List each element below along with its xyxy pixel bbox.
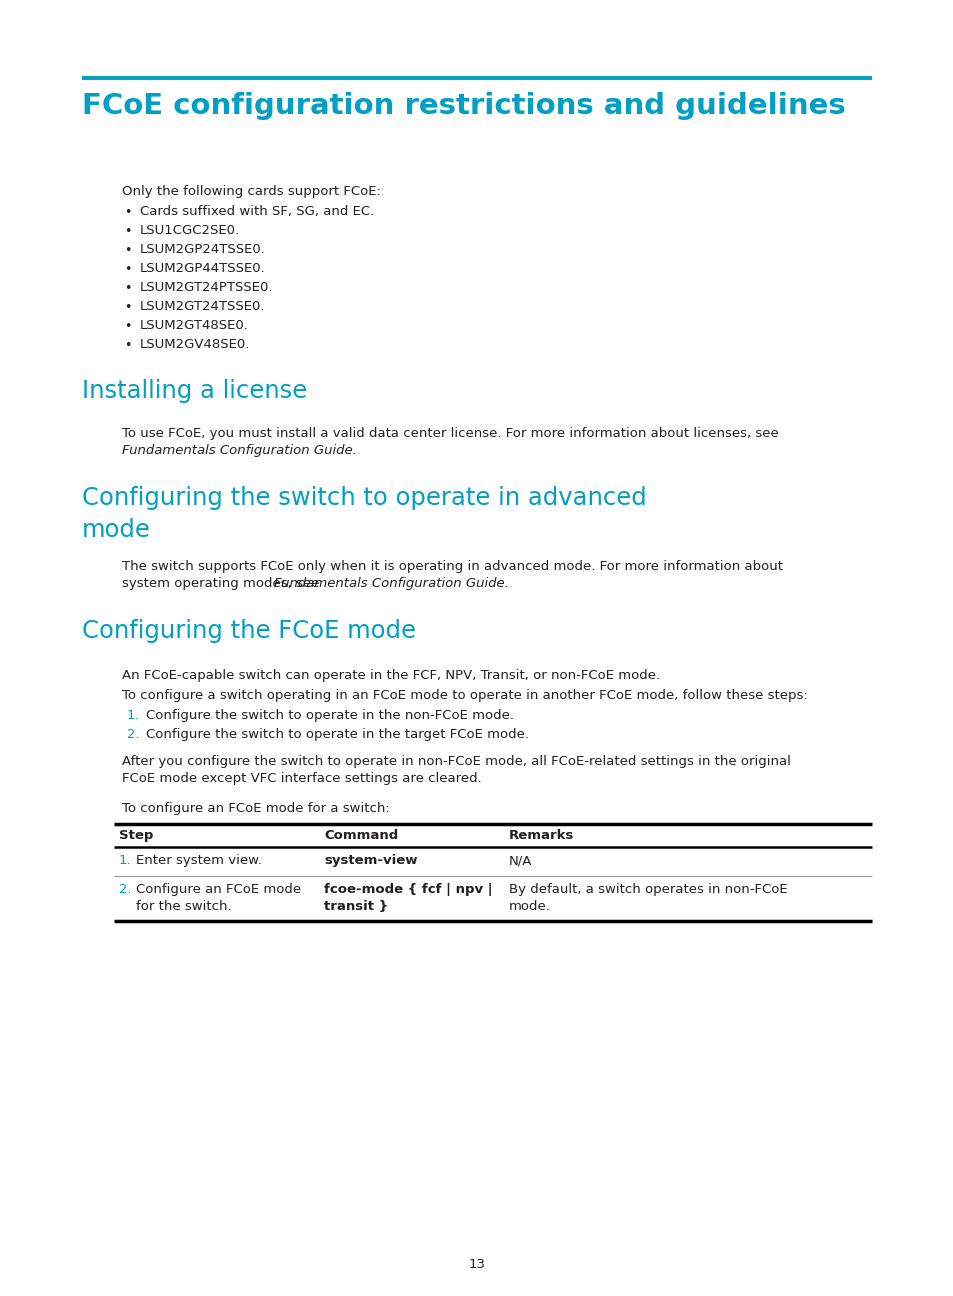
Text: To use FCoE, you must install a valid data center license. For more information : To use FCoE, you must install a valid da… [122, 426, 778, 441]
Text: By default, a switch operates in non-FCoE: By default, a switch operates in non-FCo… [509, 883, 787, 896]
Text: 13: 13 [468, 1258, 485, 1271]
Text: LSUM2GT24TSSE0.: LSUM2GT24TSSE0. [140, 299, 265, 314]
Text: system-view: system-view [324, 854, 417, 867]
Text: 2.: 2. [127, 728, 139, 741]
Text: The switch supports FCoE only when it is operating in advanced mode. For more in: The switch supports FCoE only when it is… [122, 560, 782, 573]
Text: transit }: transit } [324, 899, 388, 912]
Text: LSUM2GT24PTSSE0.: LSUM2GT24PTSSE0. [140, 281, 274, 294]
Text: •: • [124, 320, 132, 333]
Text: N/A: N/A [509, 854, 532, 867]
Text: •: • [124, 263, 132, 276]
Text: •: • [124, 283, 132, 295]
Text: LSUM2GT48SE0.: LSUM2GT48SE0. [140, 319, 249, 332]
Text: mode.: mode. [509, 899, 550, 912]
Text: •: • [124, 301, 132, 314]
Text: LSUM2GP24TSSE0.: LSUM2GP24TSSE0. [140, 244, 266, 257]
Text: Configure the switch to operate in the target FCoE mode.: Configure the switch to operate in the t… [146, 728, 529, 741]
Text: Enter system view.: Enter system view. [136, 854, 262, 867]
Text: Fundamentals Configuration Guide.: Fundamentals Configuration Guide. [122, 445, 356, 457]
Text: •: • [124, 206, 132, 219]
Text: LSU1CGC2SE0.: LSU1CGC2SE0. [140, 224, 240, 237]
Text: To configure an FCoE mode for a switch:: To configure an FCoE mode for a switch: [122, 802, 390, 815]
Text: •: • [124, 226, 132, 238]
Text: Configuring the switch to operate in advanced: Configuring the switch to operate in adv… [82, 486, 646, 511]
Text: FCoE mode except VFC interface settings are cleared.: FCoE mode except VFC interface settings … [122, 772, 481, 785]
Text: An FCoE-capable switch can operate in the FCF, NPV, Transit, or non-FCoE mode.: An FCoE-capable switch can operate in th… [122, 669, 659, 682]
Text: •: • [124, 244, 132, 257]
Text: system operating modes, see: system operating modes, see [122, 577, 323, 590]
Text: Configuring the FCoE mode: Configuring the FCoE mode [82, 619, 416, 643]
Text: mode: mode [82, 518, 151, 542]
Text: Installing a license: Installing a license [82, 378, 307, 403]
Text: To configure a switch operating in an FCoE mode to operate in another FCoE mode,: To configure a switch operating in an FC… [122, 689, 807, 702]
Text: •: • [124, 340, 132, 353]
Text: Only the following cards support FCoE:: Only the following cards support FCoE: [122, 185, 380, 198]
Text: for the switch.: for the switch. [136, 899, 232, 912]
Text: 1.: 1. [127, 709, 139, 722]
Text: Step: Step [119, 829, 153, 842]
Text: Fundamentals Configuration Guide.: Fundamentals Configuration Guide. [274, 577, 508, 590]
Text: Remarks: Remarks [509, 829, 574, 842]
Text: LSUM2GV48SE0.: LSUM2GV48SE0. [140, 338, 250, 351]
Text: fcoe-mode { fcf | npv |: fcoe-mode { fcf | npv | [324, 883, 492, 896]
Text: Configure the switch to operate in the non-FCoE mode.: Configure the switch to operate in the n… [146, 709, 514, 722]
Text: Command: Command [324, 829, 397, 842]
Text: After you configure the switch to operate in non-FCoE mode, all FCoE-related set: After you configure the switch to operat… [122, 756, 790, 769]
Text: 1.: 1. [119, 854, 132, 867]
Text: Cards suffixed with SF, SG, and EC.: Cards suffixed with SF, SG, and EC. [140, 205, 374, 218]
Text: LSUM2GP44TSSE0.: LSUM2GP44TSSE0. [140, 262, 266, 275]
Text: 2.: 2. [119, 883, 132, 896]
Text: Configure an FCoE mode: Configure an FCoE mode [136, 883, 301, 896]
Text: FCoE configuration restrictions and guidelines: FCoE configuration restrictions and guid… [82, 92, 845, 121]
